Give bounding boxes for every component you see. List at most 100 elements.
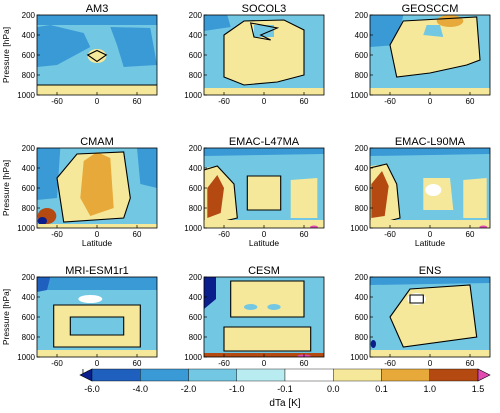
- y-tick-label: 1000: [184, 224, 202, 233]
- colorbar-segment: [236, 368, 286, 382]
- panel-title: AM3: [86, 3, 109, 15]
- colorbar-tick-label: 0.0: [327, 384, 340, 394]
- field-north-warm: [290, 178, 318, 218]
- colorbar: -6.0-4.0-2.0-1.0-0.10.00.11.01.52.0dTa […: [79, 368, 491, 409]
- field-sw-cold: [204, 15, 231, 31]
- y-tick-label: 600: [355, 184, 369, 193]
- x-tick-label: 0: [95, 230, 100, 239]
- y-axis-label: Pressure [hPa]: [1, 289, 11, 345]
- colorbar-tick-label: 0.1: [375, 384, 388, 394]
- x-tick-label: 0: [428, 97, 433, 106]
- y-tick-label: 800: [355, 71, 369, 80]
- panel-field: [370, 277, 490, 357]
- y-tick-label: 600: [189, 313, 203, 322]
- y-tick-label: 200: [22, 144, 36, 153]
- field-south-hot: [207, 175, 224, 218]
- colorbar-segment: [381, 368, 430, 382]
- colorbar-right-extension: [477, 368, 491, 382]
- field-upper-band: [370, 148, 490, 156]
- panel-title: GEOSCCM: [402, 3, 459, 15]
- panel-title: EMAC-L47MA: [229, 136, 300, 148]
- panel-title: MRI-ESM1r1: [65, 265, 129, 277]
- y-tick-label: 200: [189, 273, 203, 282]
- y-tick-label: 200: [355, 11, 369, 20]
- x-tick-label: 60: [133, 97, 142, 106]
- y-tick-label: 1000: [350, 353, 368, 362]
- contour-lower: [223, 326, 312, 352]
- y-axis-label: Pressure [hPa]: [1, 160, 11, 216]
- y-tick-label: 600: [355, 51, 369, 60]
- panel-field: [37, 15, 157, 95]
- contour-south: [204, 165, 238, 227]
- colorbar-segment: [140, 368, 189, 382]
- field-upper-band: [204, 148, 324, 156]
- y-tick-label: 800: [189, 204, 203, 213]
- field-neutral-spot: [407, 293, 426, 305]
- y-tick-label: 200: [189, 11, 203, 20]
- panel: EMAC-L90MA 200 400 600 800 1000 -60 0 60 Latitude: [350, 136, 491, 248]
- y-tick-label: 400: [189, 164, 203, 173]
- y-tick-label: 600: [22, 184, 36, 193]
- x-tick-label: -60: [218, 97, 230, 106]
- panel-field: [37, 277, 157, 357]
- field-south-hot: [371, 171, 389, 218]
- contour-upper-loop: [249, 22, 280, 41]
- y-tick-label: 1000: [17, 353, 35, 362]
- panel-field: [370, 148, 490, 228]
- x-tick-label: -60: [384, 230, 396, 239]
- x-tick-label: 60: [300, 359, 309, 368]
- field-surface-band: [370, 350, 490, 357]
- contour-central: [86, 49, 108, 63]
- y-tick-label: 1000: [350, 224, 368, 233]
- panel-title: CESM: [248, 265, 280, 277]
- y-tick-label: 1000: [184, 91, 202, 100]
- y-tick-label: 200: [22, 11, 36, 20]
- colorbar-segment: [284, 368, 334, 382]
- field-neutral-spot: [425, 184, 442, 196]
- panel-field: [204, 148, 324, 228]
- x-tick-label: 0: [262, 359, 267, 368]
- panel-title: EMAC-L90MA: [395, 136, 466, 148]
- y-tick-label: 400: [355, 293, 369, 302]
- field-north-region: [110, 27, 157, 67]
- field-warm-column: [80, 152, 114, 216]
- field-cold-pocket: [423, 25, 444, 37]
- field-south-coldspot: [37, 217, 47, 225]
- x-tick-label: 60: [133, 359, 142, 368]
- contour-warm: [389, 284, 478, 348]
- field-lower-warm: [224, 327, 311, 351]
- y-tick-label: 800: [22, 333, 36, 342]
- field-warm-core: [224, 20, 304, 85]
- panel: EMAC-L47MA 200 400 600 800 1000 -60 0 60 Latitude: [184, 136, 325, 248]
- colorbar-segment: [91, 368, 141, 382]
- field-surface-band: [37, 85, 157, 95]
- y-tick-label: 1000: [17, 91, 35, 100]
- field-surface-magenta: [310, 225, 318, 228]
- x-tick-label: 0: [262, 230, 267, 239]
- colorbar-tick-label: -4.0: [132, 384, 148, 394]
- x-tick-label: 60: [133, 230, 142, 239]
- contour-central: [246, 175, 282, 211]
- y-tick-label: 800: [22, 71, 36, 80]
- panel-field: [204, 15, 324, 95]
- y-tick-label: 800: [355, 204, 369, 213]
- field-warm-maximum: [436, 15, 464, 27]
- colorbar-tick-label: -6.0: [84, 384, 100, 394]
- x-tick-label: 0: [262, 97, 267, 106]
- y-tick-label: 200: [355, 144, 369, 153]
- y-tick-label: 800: [355, 333, 369, 342]
- field-surface-magenta: [479, 225, 488, 228]
- x-tick-label: 0: [95, 359, 100, 368]
- colorbar-tick-label: -0.1: [277, 384, 293, 394]
- colorbar-label: dTa [K]: [269, 398, 300, 409]
- y-tick-label: 1000: [184, 353, 202, 362]
- field-south-region: [37, 25, 91, 67]
- x-tick-label: -60: [384, 359, 396, 368]
- field-surface-band: [204, 88, 324, 95]
- y-tick-label: 1000: [17, 224, 35, 233]
- field-north-warm: [463, 178, 487, 218]
- y-tick-label: 600: [189, 51, 203, 60]
- panel-field: [370, 15, 490, 95]
